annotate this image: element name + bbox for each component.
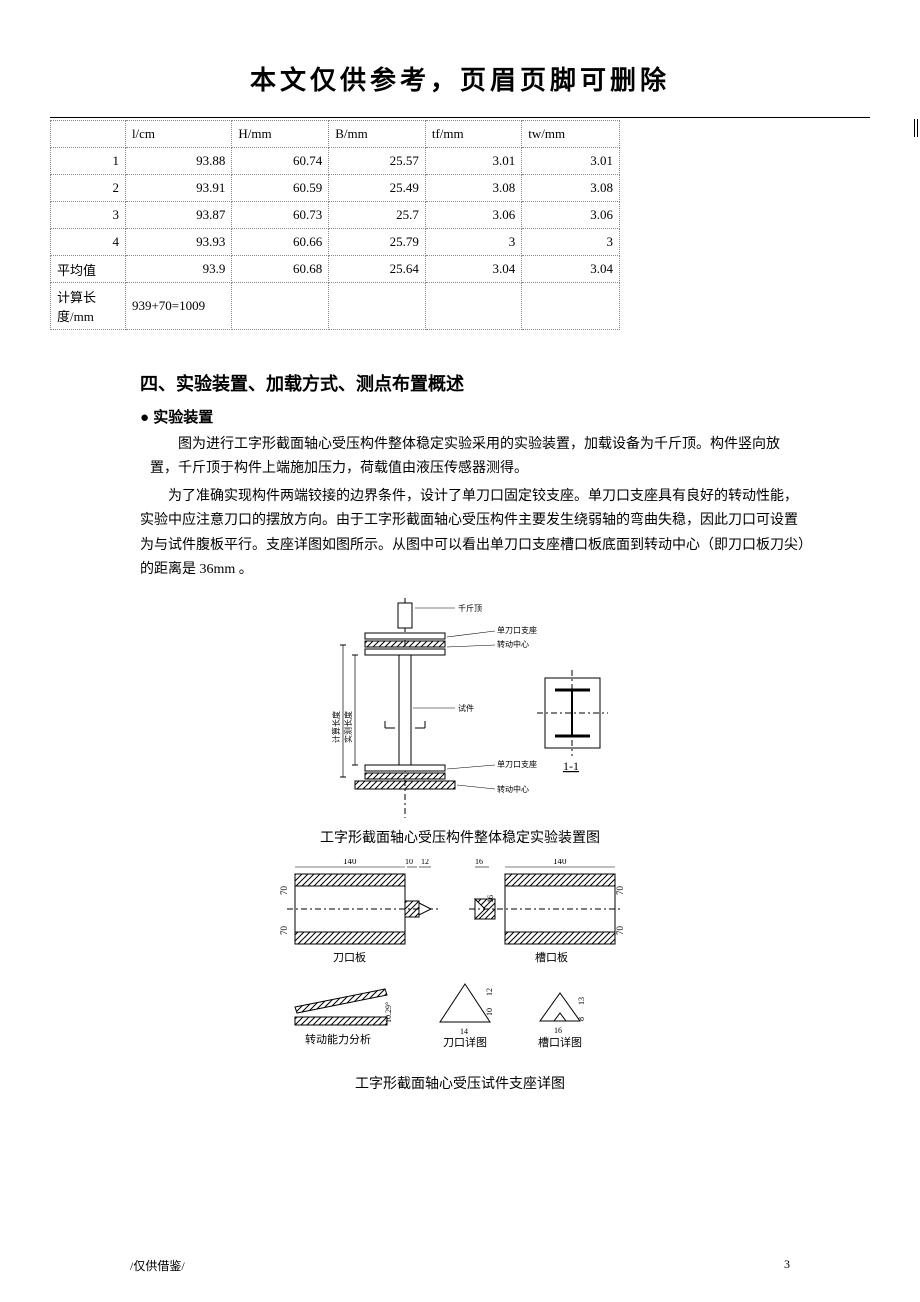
table-row: 3 93.87 60.73 25.7 3.06 3.06	[51, 202, 620, 229]
table-header-row: l/cm H/mm B/mm tf/mm tw/mm	[51, 121, 620, 148]
dim-70c: 70	[615, 885, 625, 895]
table-row-calc: 计算长度/mm 939+70=1009	[51, 283, 620, 330]
label-top-support: 单刀口支座	[497, 625, 537, 635]
dim-8: 8	[577, 1017, 586, 1021]
dim-16b: 16	[554, 1026, 562, 1035]
label-top-center: 转动中心	[497, 639, 529, 649]
paragraph-1: 图为进行工字形截面轴心受压构件整体稳定实验采用的实验装置，加载设备为千斤顶。构件…	[150, 433, 780, 481]
footer-page-number: 3	[784, 1257, 790, 1272]
col-B: B/mm	[329, 121, 426, 148]
page-footer: /仅供借鉴/ 3	[130, 1257, 790, 1274]
dim-rot: 10.29°	[384, 1001, 393, 1022]
dim-10b: 10	[485, 1008, 494, 1016]
dim-12b: 12	[485, 988, 494, 996]
calc-label: 计算长度/mm	[51, 283, 126, 330]
support-detail-diagram: 140 10 12 70 70 刀口板 16 140	[275, 859, 645, 1069]
table-row: 2 93.91 60.59 25.49 3.08 3.08	[51, 175, 620, 202]
label-knife-detail: 刀口详图	[443, 1035, 487, 1049]
dim-140b: 140	[553, 859, 567, 866]
dim-13: 13	[577, 997, 586, 1005]
page-header: 本文仅供参考，页眉页脚可删除	[50, 60, 870, 97]
section-4-title: 四、实验装置、加载方式、测点布置概述	[140, 370, 870, 396]
header-rule-wrap	[50, 117, 870, 118]
label-section-1-1: 1-1	[563, 759, 579, 773]
footer-left: /仅供借鉴/	[130, 1257, 185, 1274]
table-row: 1 93.88 60.74 25.57 3.01 3.01	[51, 148, 620, 175]
table-row: 4 93.93 60.66 25.79 3 3	[51, 229, 620, 256]
bullet-apparatus: ● 实验装置	[140, 406, 870, 427]
dim-70d: 70	[615, 925, 625, 935]
page: 本文仅供参考，页眉页脚可删除 l/cm H/mm B/mm tf/mm tw/m…	[0, 0, 920, 1302]
label-groove-plate: 槽口板	[535, 950, 568, 964]
dim-16: 16	[475, 859, 483, 866]
dim-12: 12	[421, 859, 429, 866]
table-row-avg: 平均值 93.9 60.68 25.64 3.04 3.04	[51, 256, 620, 283]
measurements-table: l/cm H/mm B/mm tf/mm tw/mm 1 93.88 60.74…	[50, 120, 620, 330]
header-rule	[50, 117, 870, 118]
col-blank	[51, 121, 126, 148]
label-calc-len: 计算长度	[331, 711, 341, 743]
label-knife-plate: 刀口板	[333, 950, 366, 964]
header-side-mark	[914, 119, 918, 137]
dim-70a: 70	[279, 885, 289, 895]
dim-16v: 16	[486, 895, 495, 903]
col-tw: tw/mm	[522, 121, 620, 148]
calc-value: 939+70=1009	[125, 283, 231, 330]
col-H: H/mm	[232, 121, 329, 148]
figure2-caption: 工字形截面轴心受压试件支座详图	[50, 1073, 870, 1093]
dim-70b: 70	[279, 925, 289, 935]
col-l: l/cm	[125, 121, 231, 148]
label-meas-len: 实测长度	[343, 711, 353, 743]
label-specimen: 试件	[458, 703, 474, 713]
dim-14: 14	[460, 1027, 468, 1036]
label-groove-detail: 槽口详图	[538, 1035, 582, 1049]
label-rotation: 转动能力分析	[305, 1032, 371, 1046]
label-bottom-center: 转动中心	[497, 784, 529, 794]
paragraph-2: 为了准确实现构件两端铰接的边界条件，设计了单刀口固定铰支座。单刀口支座具有良好的…	[140, 485, 810, 583]
dim-140a: 140	[343, 859, 357, 866]
label-jack: 千斤顶	[458, 603, 482, 613]
figure1-caption: 工字形截面轴心受压构件整体稳定实验装置图	[50, 827, 870, 847]
apparatus-diagram: 千斤顶 单刀口支座 转动中心 试件 单刀口支座 转动中心 计算长度 实测长	[295, 593, 625, 823]
dim-10: 10	[405, 859, 413, 866]
col-tf: tf/mm	[425, 121, 521, 148]
label-bottom-support: 单刀口支座	[497, 759, 537, 769]
